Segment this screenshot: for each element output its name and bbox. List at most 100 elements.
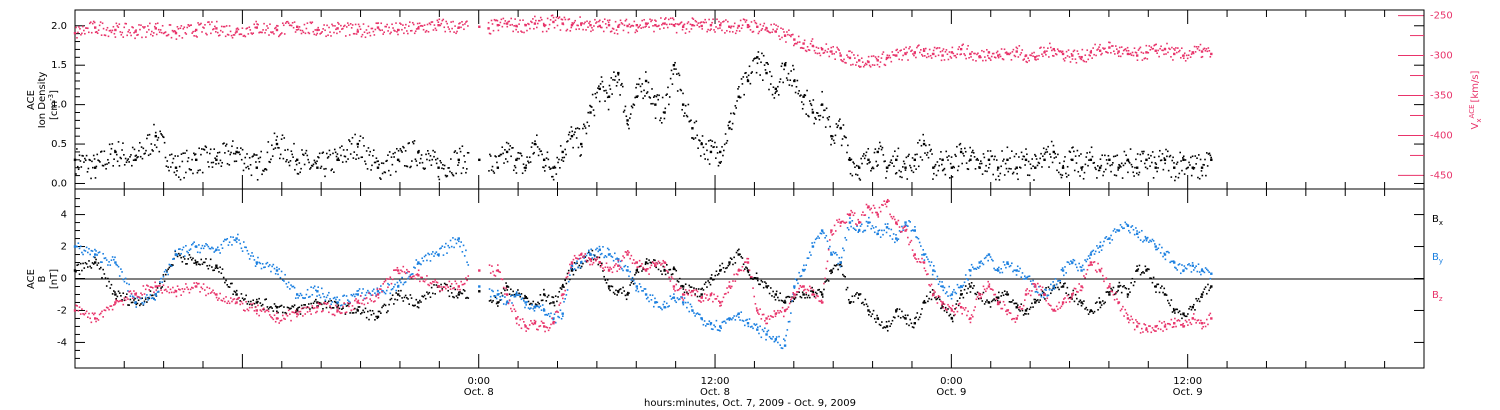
bx-sample: [688, 284, 691, 287]
by-sample: [98, 251, 101, 253]
velocity-sample: [548, 23, 551, 26]
bx-sample: [127, 304, 129, 306]
density-sample: [847, 144, 849, 147]
velocity-sample: [924, 47, 927, 50]
density-sample: [435, 162, 438, 165]
density-sample: [661, 96, 664, 99]
bx-sample: [192, 257, 194, 260]
by-sample: [1005, 266, 1007, 269]
density-sample: [367, 147, 370, 149]
by-sample: [876, 233, 878, 236]
by-sample: [922, 249, 924, 251]
density-point: [93, 166, 97, 169]
density-sample: [228, 164, 231, 166]
velocity-sample: [993, 56, 996, 58]
density-sample: [996, 169, 999, 171]
by-point: [1006, 261, 1009, 264]
by-sample: [758, 332, 760, 335]
density-sample: [637, 83, 640, 86]
bx-sample: [537, 301, 539, 304]
density-sample: [167, 166, 169, 168]
density-sample: [1116, 154, 1119, 157]
bx-sample: [240, 293, 243, 295]
bx-sample: [962, 296, 965, 299]
velocity-sample: [83, 29, 85, 32]
bx-sample: [98, 268, 101, 270]
velocity-sample: [149, 22, 151, 25]
velocity-sample: [160, 31, 163, 34]
velocity-sample: [877, 55, 880, 58]
bx-sample: [1024, 312, 1026, 315]
density-sample: [358, 140, 361, 142]
velocity-sample: [1021, 49, 1024, 51]
velocity-sample: [301, 29, 304, 32]
bx-sample: [401, 297, 403, 299]
density-sample: [637, 95, 639, 97]
by-sample: [448, 246, 451, 249]
by-sample: [389, 292, 392, 295]
density-sample: [364, 163, 367, 165]
by-sample: [335, 298, 337, 301]
density-sample: [912, 171, 915, 174]
density-sample: [993, 158, 995, 161]
velocity-sample: [650, 20, 652, 23]
velocity-sample: [861, 61, 864, 63]
density-sample: [1021, 158, 1024, 161]
density-sample: [126, 159, 129, 162]
density-sample: [456, 152, 458, 154]
bx-sample: [908, 324, 910, 327]
velocity-sample: [198, 23, 200, 26]
velocity-point: [1052, 47, 1055, 51]
density-point: [941, 158, 944, 162]
density-sample: [1140, 160, 1143, 162]
bx-sample: [846, 286, 849, 289]
density-sample: [491, 165, 494, 168]
bx-sample: [955, 303, 958, 305]
density-sample: [800, 101, 803, 103]
velocity-point: [1098, 49, 1102, 52]
velocity-sample: [373, 34, 376, 36]
bx-sample: [785, 296, 787, 299]
bz-point: [978, 293, 981, 296]
density-sample: [252, 155, 255, 157]
bx-sample: [1172, 307, 1175, 310]
by-point: [533, 306, 537, 309]
density-sample: [315, 162, 317, 165]
velocity-sample: [1151, 48, 1154, 50]
bx-point: [811, 290, 815, 293]
by-sample: [232, 236, 234, 239]
by-sample: [489, 295, 492, 298]
density-sample: [698, 139, 700, 141]
velocity-sample: [421, 25, 424, 27]
by-point: [1080, 269, 1083, 272]
bz-point: [848, 213, 852, 216]
by-sample: [605, 256, 608, 258]
by-sample: [761, 328, 764, 331]
by-sample: [297, 297, 299, 299]
bz-point: [644, 269, 648, 272]
bx-sample: [448, 295, 451, 298]
velocity-sample: [596, 21, 598, 23]
velocity-sample: [1167, 51, 1169, 54]
by-sample: [1085, 260, 1088, 263]
velocity-sample: [1155, 43, 1157, 46]
bx-sample: [290, 307, 292, 310]
density-point: [1182, 158, 1185, 162]
bx-sample: [96, 264, 99, 266]
density-sample: [374, 161, 377, 164]
by-sample: [588, 249, 590, 252]
by-sample: [898, 230, 901, 232]
density-point: [533, 142, 537, 146]
velocity-sample: [390, 31, 392, 34]
density-sample: [987, 150, 989, 152]
velocity-sample: [435, 29, 438, 32]
density-sample: [1041, 166, 1043, 168]
by-sample: [1034, 291, 1037, 293]
density-sample: [945, 150, 948, 153]
density-point: [830, 134, 833, 138]
velocity-sample: [946, 53, 949, 56]
by-sample: [1064, 266, 1066, 268]
bx-sample: [954, 308, 956, 310]
bx-sample: [708, 281, 711, 284]
bx-sample: [940, 307, 942, 310]
